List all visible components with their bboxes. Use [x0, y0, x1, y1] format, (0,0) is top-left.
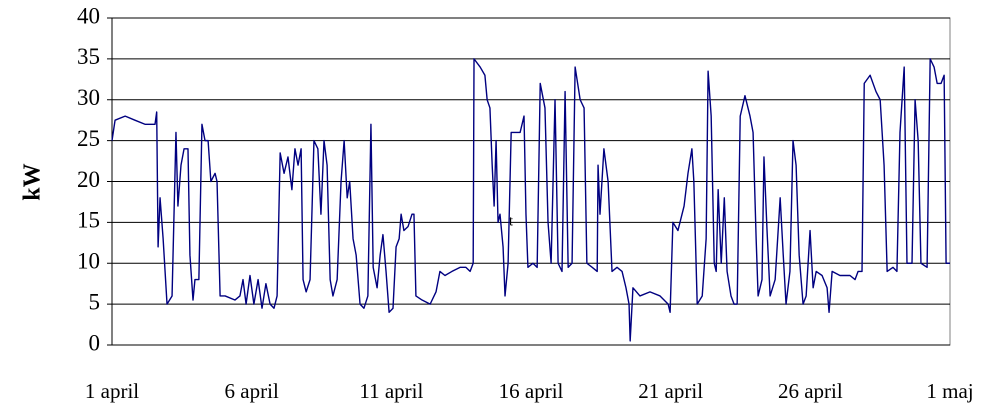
y-tick-label: 25: [77, 126, 100, 151]
x-tick-label: 26 april: [778, 379, 843, 403]
x-tick-label: 6 april: [225, 379, 279, 403]
x-tick-label: 21 april: [638, 379, 703, 403]
y-tick-label: 30: [77, 85, 100, 110]
x-tick-label: 1 maj: [926, 379, 973, 403]
x-tick-label: 11 april: [359, 379, 423, 403]
annotation: t: [509, 213, 514, 229]
y-tick-label: 5: [89, 289, 101, 314]
data-line: [111, 58, 950, 342]
y-tick-label: 0: [89, 330, 101, 355]
y-axis-label: kW: [20, 163, 46, 200]
y-tick-label: 35: [77, 44, 100, 69]
x-tick-label: 16 april: [499, 379, 564, 403]
y-tick-label: 10: [77, 249, 100, 274]
x-tick-label: 1 april: [85, 379, 139, 403]
y-tick-label: 40: [77, 3, 100, 28]
y-tick-label: 15: [77, 208, 100, 233]
y-tick-label: 20: [77, 167, 100, 192]
